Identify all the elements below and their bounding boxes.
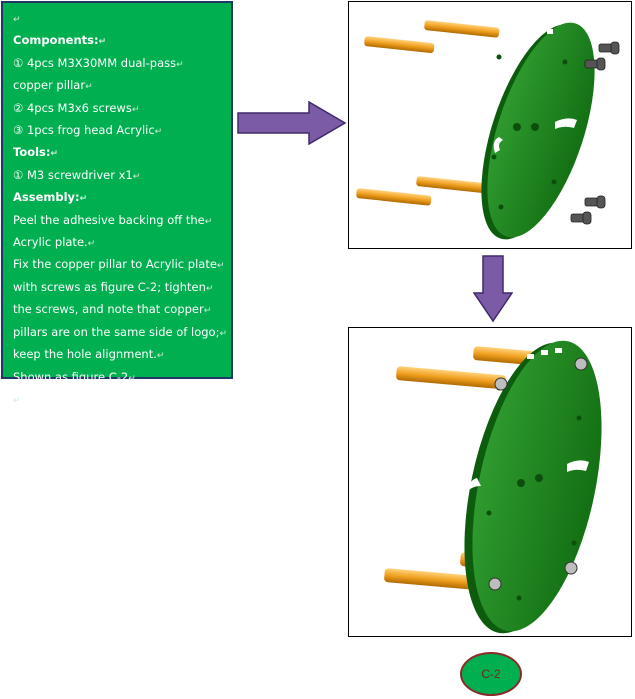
- section-heading: Components:↵: [13, 30, 231, 52]
- section-heading: Assembly:↵: [13, 187, 231, 209]
- paragraph-mark-icon: ↵: [131, 104, 140, 115]
- line-text: keep the hole alignment.: [13, 347, 157, 362]
- paragraph-mark-icon: ↵: [132, 171, 141, 182]
- paragraph-mark-icon: ↵: [128, 373, 136, 384]
- instruction-line: Shown as figure C-2↵: [13, 367, 231, 389]
- paragraph-mark-icon: ↵: [85, 82, 93, 93]
- paragraph-mark-icon: ↵: [176, 59, 184, 70]
- paragraph-mark-icon: ↵: [98, 37, 107, 48]
- line-text: with screws as figure C-2; tighten: [13, 279, 206, 294]
- arrow-right-icon: [237, 101, 347, 145]
- paragraph-mark-icon: ↵: [205, 283, 214, 294]
- paragraph-mark-icon: ↵: [87, 239, 96, 250]
- instruction-line: keep the hole alignment.↵: [13, 344, 231, 366]
- instruction-panel: ↵ Components:↵ ① 4pcs M3X30MM dual-pass↵ co…: [1, 1, 233, 406]
- line-text: ③ 1pcs frog head Acrylic: [13, 123, 155, 138]
- line-text: copper pillar: [13, 78, 86, 93]
- paragraph-mark-icon: ↵: [203, 306, 212, 317]
- instruction-line: Fix the copper pillar to Acrylic plate↵: [13, 254, 231, 276]
- paragraph-mark-icon: ↵: [216, 261, 225, 272]
- line-text: Assembly:: [13, 190, 80, 205]
- paragraph-mark-icon: ↵: [13, 15, 21, 25]
- blank-line: ↵: [13, 389, 231, 411]
- screw: [570, 41, 620, 225]
- instruction-line: ① M3 screwdriver x1↵: [13, 165, 231, 187]
- line-text: ① 4pcs M3X30MM dual-pass: [13, 55, 177, 70]
- blank-line: ↵: [13, 8, 231, 30]
- paragraph-mark-icon: ↵: [13, 395, 21, 406]
- line-text: Components:: [13, 33, 99, 48]
- paragraph-mark-icon: ↵: [154, 127, 163, 138]
- assembled-view-figure: [348, 327, 632, 637]
- instruction-line: the screws, and note that copper↵: [13, 299, 231, 321]
- line-text: the screws, and note that copper: [13, 302, 204, 317]
- instruction-line: with screws as figure C-2; tighten↵: [13, 277, 231, 299]
- exploded-view-figure: [348, 1, 632, 249]
- paragraph-mark-icon: ↵: [204, 216, 213, 227]
- assembled-view-drawing: [384, 340, 602, 634]
- line-text: Shown as figure C-2: [13, 369, 129, 384]
- instruction-line: pillars are on the same side of logo;↵: [13, 322, 231, 344]
- exploded-view-drawing: [356, 20, 620, 240]
- paragraph-mark-icon: ↵: [79, 194, 88, 205]
- section-heading: Tools:↵: [13, 142, 231, 164]
- figure-label-text: C-2: [481, 667, 501, 681]
- instruction-line: Peel the adhesive backing off the↵: [13, 210, 231, 232]
- line-text: Acrylic plate.: [13, 235, 88, 250]
- line-text: Fix the copper pillar to Acrylic plate: [13, 257, 217, 272]
- paragraph-mark-icon: ↵: [156, 351, 165, 362]
- paragraph-mark-icon: ↵: [50, 149, 59, 160]
- acrylic-plate: [481, 22, 595, 240]
- line-text: ① M3 screwdriver x1: [13, 167, 133, 182]
- paragraph-mark-icon: ↵: [219, 328, 227, 339]
- line-text: Tools:: [13, 145, 51, 160]
- figure-label-badge: C-2: [460, 652, 522, 696]
- line-text: pillars are on the same side of logo;: [13, 324, 220, 339]
- screw: [488, 357, 588, 591]
- copper-pillar: [356, 20, 500, 206]
- instruction-line: ① 4pcs M3X30MM dual-pass↵: [13, 53, 231, 75]
- instruction-line: Acrylic plate.↵: [13, 232, 231, 254]
- instruction-line: ③ 1pcs frog head Acrylic↵: [13, 120, 231, 142]
- line-text: ② 4pcs M3x6 screws: [13, 100, 132, 115]
- acrylic-plate: [464, 340, 602, 634]
- arrow-down-icon: [473, 255, 513, 323]
- instruction-line: copper pillar↵: [13, 75, 231, 97]
- line-text: Peel the adhesive backing off the: [13, 212, 205, 227]
- instruction-line: ② 4pcs M3x6 screws↵: [13, 98, 231, 120]
